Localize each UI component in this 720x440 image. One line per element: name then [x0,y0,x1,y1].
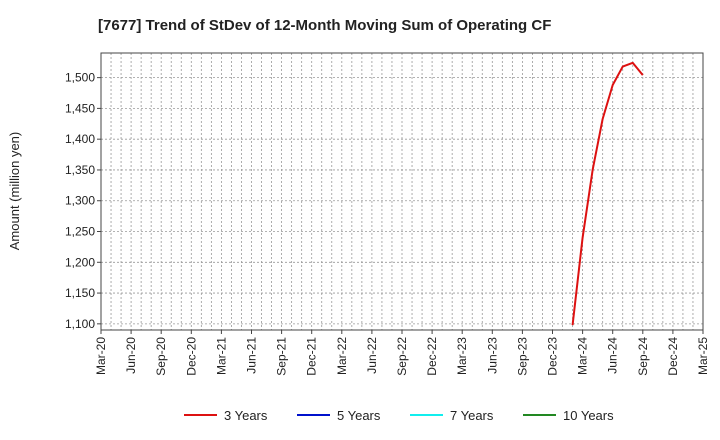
series-layer [571,61,644,326]
y-tick-label: 1,200 [65,255,95,269]
y-tick-label: 1,400 [65,132,95,146]
legend-label: 3 Years [224,408,268,423]
x-tick-label: Mar-22 [335,337,349,375]
series-line-3-years [571,61,644,326]
y-tick-label: 1,500 [65,71,95,85]
x-tick-label: Jun-23 [485,337,499,374]
x-tick-label: Sep-24 [636,337,650,376]
x-tick-label: Sep-21 [275,337,289,376]
x-tick-label: Dec-20 [184,337,198,376]
x-tick-label: Dec-23 [546,337,560,376]
x-tick-label: Jun-22 [365,337,379,374]
x-tick-label: Dec-22 [425,337,439,376]
y-axis: 1,100 1,150 1,200 1,250 1,300 1,350 1,400 1,450… [65,71,101,331]
y-tick-label: 1,250 [65,225,95,239]
y-tick-label: 1,450 [65,101,95,115]
legend-label: 10 Years [563,408,614,423]
x-tick-label: Mar-23 [455,337,469,375]
legend-label: 5 Years [337,408,381,423]
grid [100,53,704,330]
y-tick-label: 1,150 [65,286,95,300]
x-tick-label: Jun-24 [606,337,620,374]
x-tick-label: Jun-21 [245,337,259,374]
x-tick-label: Mar-25 [696,337,710,375]
x-tick-label: Dec-24 [666,337,680,376]
legend: 3 Years 5 Years 7 Years 10 Years [184,408,614,423]
x-tick-label: Sep-23 [515,337,529,376]
legend-label: 7 Years [450,408,494,423]
x-tick-label: Mar-21 [214,337,228,375]
x-tick-label: Mar-20 [94,337,108,375]
x-tick-label: Sep-22 [395,337,409,376]
chart-title: [7677] Trend of StDev of 12-Month Moving… [98,17,551,34]
x-tick-label: Mar-24 [576,337,590,375]
x-tick-label: Sep-20 [154,337,168,376]
x-axis: Mar-20 Jun-20 Sep-20 Dec-20 Mar-21 Jun-21 Sep-… [94,330,710,376]
x-tick-label: Jun-20 [124,337,138,374]
y-axis-label: Amount (million yen) [7,132,22,251]
y-tick-label: 1,100 [65,317,95,331]
y-tick-label: 1,300 [65,194,95,208]
x-tick-label: Dec-21 [305,337,319,376]
y-tick-label: 1,350 [65,163,95,177]
